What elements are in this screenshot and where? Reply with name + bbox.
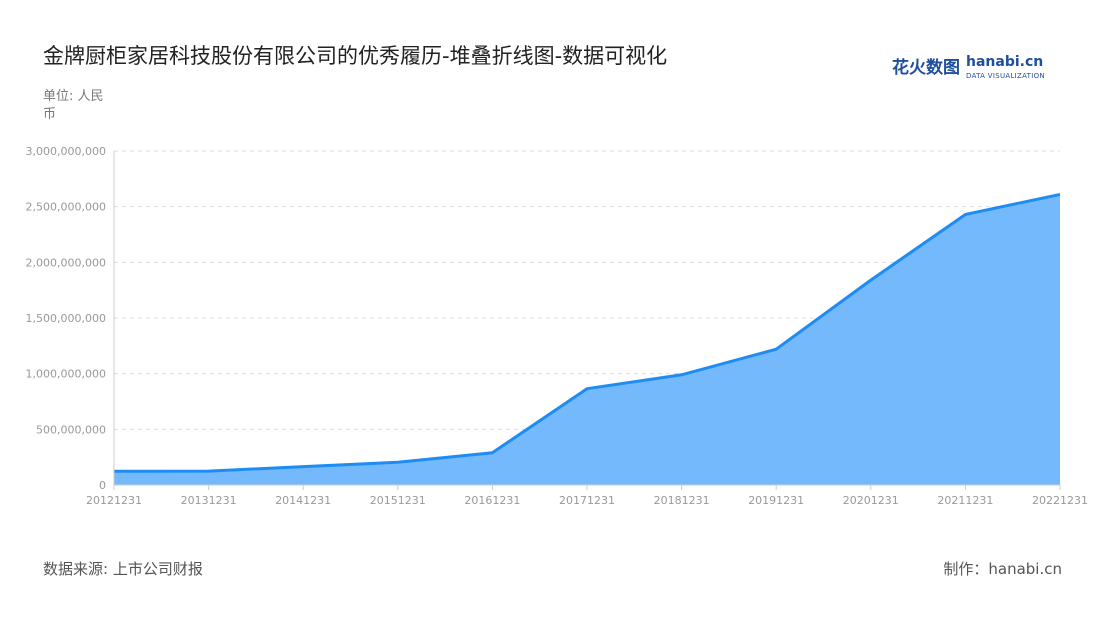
area-fill [114,194,1060,486]
logo-text-block: hanabi.cn DATA VISUALIZATION [966,54,1045,81]
x-tick-label: 20171231 [559,494,615,507]
y-tick-label: 1,000,000,000 [26,368,106,381]
logo: 花火数图 hanabi.cn DATA VISUALIZATION [892,54,1045,81]
x-tick-label: 20221231 [1032,494,1088,507]
y-tick-label: 1,500,000,000 [26,312,106,325]
y-tick-label: 0 [99,479,106,492]
logo-en: hanabi.cn [966,54,1044,70]
data-source: 数据来源: 上市公司财报 [43,560,203,578]
x-tick-label: 20191231 [748,494,804,507]
y-tick-label: 3,000,000,000 [26,145,106,158]
y-tick-label: 2,000,000,000 [26,256,106,269]
x-tick-label: 20201231 [843,494,899,507]
x-tick-label: 20211231 [937,494,993,507]
x-tick-label: 20181231 [654,494,710,507]
x-tick-label: 20151231 [370,494,426,507]
unit-label: 单位: 人民币 [43,89,104,122]
logo-cn: 花火数图 [892,57,960,78]
x-tick-label: 20121231 [86,494,142,507]
chart-title: 金牌厨柜家居科技股份有限公司的优秀履历-堆叠折线图-数据可视化 [43,44,668,68]
series-line [113,192,1061,473]
maker-credit: 制作：hanabi.cn [943,560,1062,578]
x-tick-label: 20161231 [464,494,520,507]
logo-sub: DATA VISUALIZATION [966,72,1045,80]
y-tick-label: 500,000,000 [36,423,106,436]
x-tick-label: 20141231 [275,494,331,507]
x-tick-label: 20131231 [181,494,237,507]
y-tick-label: 2,500,000,000 [26,201,106,214]
